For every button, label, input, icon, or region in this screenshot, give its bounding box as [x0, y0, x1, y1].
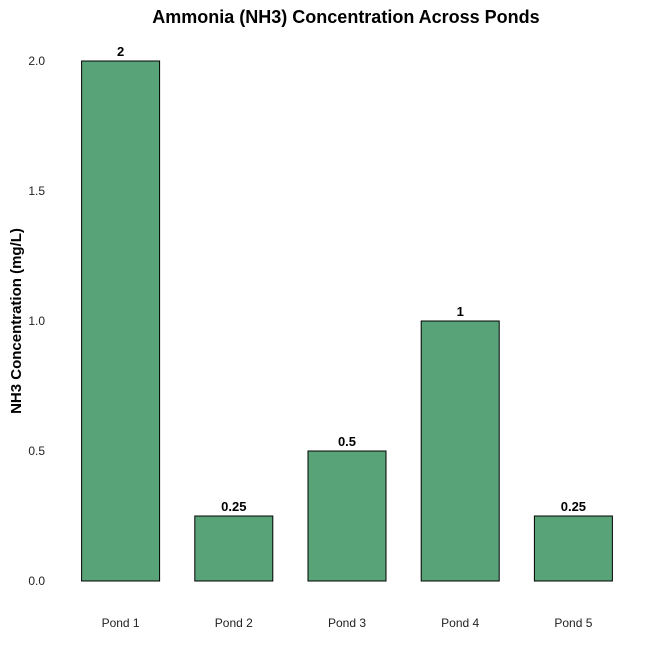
x-tick-label: Pond 3: [328, 616, 366, 630]
y-axis-ticks: 0.0 0.5 1.0 1.5 2.0: [28, 54, 45, 588]
bar-pond-3: [307, 450, 387, 582]
data-labels: 2 0.25 0.5 1 0.25: [117, 44, 586, 514]
x-tick-label: Pond 5: [554, 616, 592, 630]
data-label-pond-1: 2: [117, 44, 124, 59]
data-label-pond-3: 0.5: [338, 434, 356, 449]
x-tick-label: Pond 4: [441, 616, 479, 630]
y-tick-label: 0.5: [28, 444, 45, 458]
chart-title: Ammonia (NH3) Concentration Across Ponds: [152, 7, 539, 27]
x-axis-ticks: Pond 1 Pond 2 Pond 3 Pond 4 Pond 5: [102, 616, 593, 630]
bar-pond-1: [81, 60, 161, 582]
x-tick-label: Pond 2: [215, 616, 253, 630]
bars: [81, 60, 613, 582]
y-tick-label: 1.5: [28, 184, 45, 198]
y-tick-label: 1.0: [28, 314, 45, 328]
x-tick-label: Pond 1: [102, 616, 140, 630]
data-label-pond-4: 1: [457, 304, 464, 319]
y-tick-label: 2.0: [28, 54, 45, 68]
y-tick-label: 0.0: [28, 574, 45, 588]
data-label-pond-5: 0.25: [561, 499, 586, 514]
data-label-pond-2: 0.25: [221, 499, 246, 514]
bar-pond-5: [533, 515, 613, 582]
y-axis-label: NH3 Concentration (mg/L): [8, 228, 25, 414]
bar-pond-4: [420, 320, 500, 582]
bar-pond-2: [194, 515, 274, 582]
